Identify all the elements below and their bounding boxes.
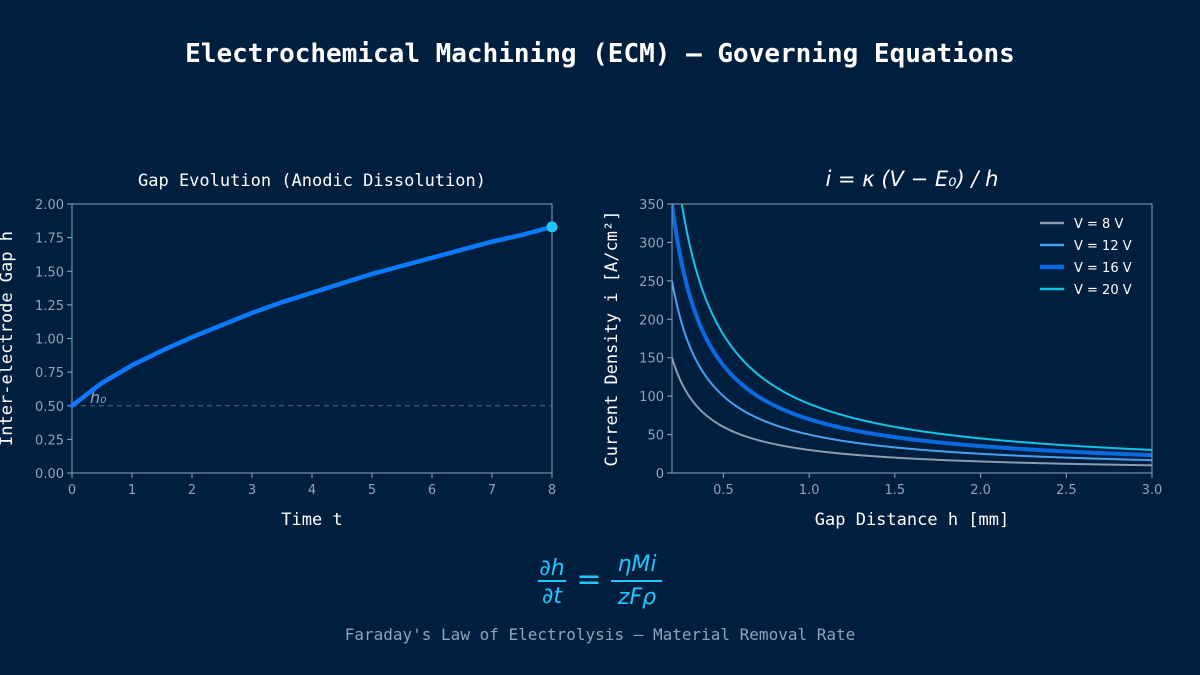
x-tick-label: 0.5 (713, 483, 734, 498)
x-axis-label: Gap Distance h [mm] (815, 510, 1009, 530)
y-tick-label: 100 (639, 390, 664, 405)
x-tick-label: 3.0 (1142, 483, 1163, 498)
eq-rhs-numerator: ηMi (617, 552, 656, 577)
eq-rhs-denominator: zFρ (617, 585, 656, 610)
eq-rhs-bar (611, 580, 662, 582)
legend-label-2: V = 16 V (1074, 261, 1132, 276)
x-tick-label: 4 (308, 483, 316, 498)
x-tick-label: 1.0 (799, 483, 820, 498)
y-tick-label: 1.25 (35, 299, 64, 314)
series-line-1 (672, 280, 1152, 462)
series-line-3 (680, 204, 1152, 451)
series-line-0 (672, 357, 1152, 467)
chart-title: i = κ (V − E₀) / h (826, 167, 999, 191)
x-tick-label: 1.5 (885, 483, 906, 498)
h0-label: h₀ (90, 388, 107, 407)
y-tick-label: 0 (656, 467, 664, 482)
x-tick-label: 0 (68, 483, 76, 498)
x-tick-label: 7 (488, 483, 496, 498)
faraday-equation: ∂h ∂t = ηMi zFρ (538, 552, 662, 610)
legend-label-0: V = 8 V (1074, 217, 1123, 232)
eq-lhs-bar (538, 580, 566, 582)
gap-curve (69, 224, 555, 408)
y-tick-label: 1.75 (35, 232, 64, 247)
chart-title: Gap Evolution (Anodic Dissolution) (138, 171, 486, 191)
series-line-2 (672, 204, 1152, 458)
x-tick-label: 5 (368, 483, 376, 498)
eq-lhs-denominator: ∂t (542, 584, 563, 609)
x-tick-label: 2.5 (1056, 483, 1077, 498)
y-tick-label: 1.00 (35, 333, 64, 348)
eq-lhs-numerator: ∂h (539, 556, 564, 581)
y-tick-label: 0.75 (35, 366, 64, 381)
y-axis-label: Inter-electrode Gap h (0, 231, 17, 446)
y-tick-label: 300 (639, 236, 664, 251)
x-tick-label: 8 (548, 483, 556, 498)
current-density-chart: V = 8 V V = 12 V V = 16 V V = 20 V i = κ (V … (602, 167, 1163, 530)
footer-subtitle: Faraday's Law of Electrolysis — Material… (345, 625, 856, 644)
legend-label-1: V = 12 V (1074, 239, 1132, 254)
plot-frame (671, 203, 1153, 474)
x-axis-label: Time t (281, 510, 342, 530)
x-tick-label: 1 (128, 483, 136, 498)
y-tick-label: 150 (639, 352, 664, 367)
y-tick-label: 0.50 (35, 400, 64, 415)
y-tick-label: 250 (639, 275, 664, 290)
y-tick-label: 0.00 (35, 467, 64, 482)
y-tick-label: 50 (647, 429, 664, 444)
y-tick-label: 200 (639, 313, 664, 328)
x-tick-label: 6 (428, 483, 436, 498)
legend-label-3: V = 20 V (1074, 283, 1132, 298)
x-tick-label: 2 (188, 483, 196, 498)
end-point-marker (546, 221, 558, 233)
eq-equals: = (576, 562, 601, 597)
x-tick-label: 3 (248, 483, 256, 498)
gap-evolution-chart: Gap Evolution (Anodic Dissolution) Time t… (0, 171, 558, 530)
y-tick-label: 0.25 (35, 433, 64, 448)
y-axis-label: Current Density i [A/cm²] (602, 211, 622, 467)
y-tick-label: 350 (639, 198, 664, 213)
x-tick-label: 2.0 (970, 483, 991, 498)
figure-title: Electrochemical Machining (ECM) — Govern… (185, 39, 1015, 69)
y-tick-label: 1.50 (35, 265, 64, 280)
y-tick-label: 2.00 (35, 198, 64, 213)
